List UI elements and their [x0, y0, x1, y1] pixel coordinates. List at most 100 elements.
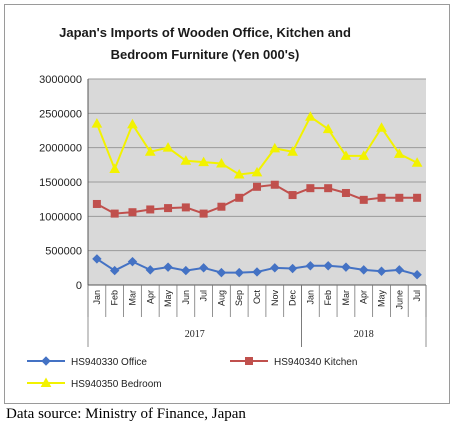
- data-point: [145, 265, 155, 275]
- data-point: [252, 267, 262, 277]
- data-point: [198, 156, 209, 167]
- data-point: [341, 262, 351, 272]
- legend-label: HS940350 Bedroom: [71, 379, 162, 390]
- legend-marker: [40, 377, 52, 387]
- data-point: [92, 254, 102, 264]
- y-axis-ticks: 0 500000 1000000 1500000 2000000 2500000 30000…: [39, 74, 82, 292]
- series-2: [92, 180, 422, 218]
- legend-item: HS940350 Bedroom: [27, 377, 162, 390]
- data-point: [287, 146, 298, 156]
- data-point: [322, 123, 334, 134]
- x-tick-label: May: [377, 290, 387, 308]
- x-tick-label: Oct: [252, 290, 262, 305]
- data-point: [269, 142, 281, 153]
- y-tick-label: 1000000: [39, 211, 82, 223]
- data-source-note: Data source: Ministry of Finance, Japan: [6, 406, 246, 422]
- x-tick-label: Apr: [359, 290, 369, 304]
- data-point: [305, 111, 316, 121]
- data-point: [144, 146, 156, 156]
- gridlines: [87, 78, 426, 286]
- series-1: [92, 254, 422, 280]
- data-point: [306, 184, 315, 193]
- legend: HS940330 Office HS940340 Kitchen HS940350 …: [27, 356, 357, 390]
- data-point: [91, 118, 103, 128]
- x-tick-label: Aug: [216, 290, 226, 306]
- data-point: [234, 267, 244, 278]
- data-point: [377, 193, 386, 202]
- legend-marker: [245, 357, 253, 365]
- legend-marker: [41, 356, 51, 366]
- year-group-label: 2018: [354, 329, 374, 340]
- data-point: [270, 263, 280, 273]
- series-layer: [91, 111, 423, 280]
- data-point: [180, 155, 192, 165]
- data-point: [109, 265, 120, 276]
- x-tick-label: June: [394, 290, 404, 310]
- y-tick-label: 0: [76, 280, 82, 292]
- legend-item: HS940330 Office: [27, 356, 147, 368]
- chart-title-line-1: Japan's Imports of Wooden Office, Kitche…: [59, 25, 351, 40]
- data-point: [128, 208, 137, 217]
- x-tick-label: Jun: [181, 290, 191, 305]
- series-3: [91, 111, 423, 179]
- data-point: [216, 267, 227, 278]
- data-point: [216, 157, 227, 168]
- data-point: [109, 163, 121, 173]
- y-tick-label: 2500000: [39, 108, 82, 120]
- data-point: [146, 205, 155, 214]
- x-tick-label: Jan: [305, 290, 315, 305]
- x-tick-label: Feb: [110, 290, 120, 306]
- data-point: [395, 193, 404, 202]
- legend-label: HS940340 Kitchen: [274, 357, 357, 368]
- data-point: [127, 118, 138, 129]
- legend-label: HS940330 Office: [71, 357, 147, 368]
- data-point: [376, 122, 387, 132]
- data-point: [233, 168, 245, 179]
- data-point: [110, 209, 119, 218]
- x-tick-label: Mar: [341, 290, 351, 306]
- data-point: [376, 266, 387, 276]
- data-point: [287, 263, 298, 274]
- year-group-label: 2017: [185, 329, 205, 340]
- data-point: [162, 142, 174, 152]
- data-point: [288, 191, 297, 200]
- data-point: [198, 263, 209, 273]
- data-point: [251, 166, 263, 177]
- data-point: [181, 203, 190, 212]
- data-point: [412, 269, 422, 280]
- data-point: [359, 265, 369, 275]
- x-tick-label: May: [163, 290, 173, 308]
- data-point: [181, 265, 191, 276]
- x-tick-label: Mar: [127, 290, 137, 306]
- x-tick-label: Jan: [92, 290, 102, 305]
- data-point: [340, 150, 352, 160]
- x-tick-label: Apr: [145, 290, 155, 304]
- data-point: [253, 182, 261, 191]
- y-tick-label: 2000000: [39, 143, 82, 155]
- data-point: [359, 195, 368, 204]
- x-tick-label: Jul: [199, 290, 209, 302]
- data-point: [323, 261, 333, 271]
- x-tick-label: Feb: [323, 290, 333, 306]
- data-point: [411, 157, 423, 167]
- x-tick-label: Jul: [412, 290, 422, 302]
- x-tick-label: Sep: [234, 290, 244, 306]
- data-point: [163, 262, 173, 272]
- data-point: [305, 261, 316, 271]
- y-tick-label: 1500000: [39, 177, 82, 189]
- data-point: [199, 209, 208, 218]
- x-tick-label: Nov: [270, 290, 280, 307]
- data-point: [394, 265, 405, 275]
- data-point: [235, 193, 244, 202]
- x-axis-ticks: Jan Feb Mar Apr May Jun Jul Aug Sep Oct Nov Dec Jan F…: [87, 285, 427, 347]
- legend-item: HS940340 Kitchen: [230, 357, 357, 368]
- data-point: [270, 180, 279, 189]
- data-point: [217, 202, 226, 211]
- chart-frame: Japan's Imports of Wooden Office, Kitche…: [4, 4, 450, 404]
- data-point: [324, 184, 333, 193]
- data-point: [413, 193, 422, 202]
- data-point: [164, 204, 173, 213]
- y-tick-label: 3000000: [39, 74, 82, 86]
- data-point: [92, 199, 101, 208]
- line-chart: Japan's Imports of Wooden Office, Kitche…: [27, 25, 427, 390]
